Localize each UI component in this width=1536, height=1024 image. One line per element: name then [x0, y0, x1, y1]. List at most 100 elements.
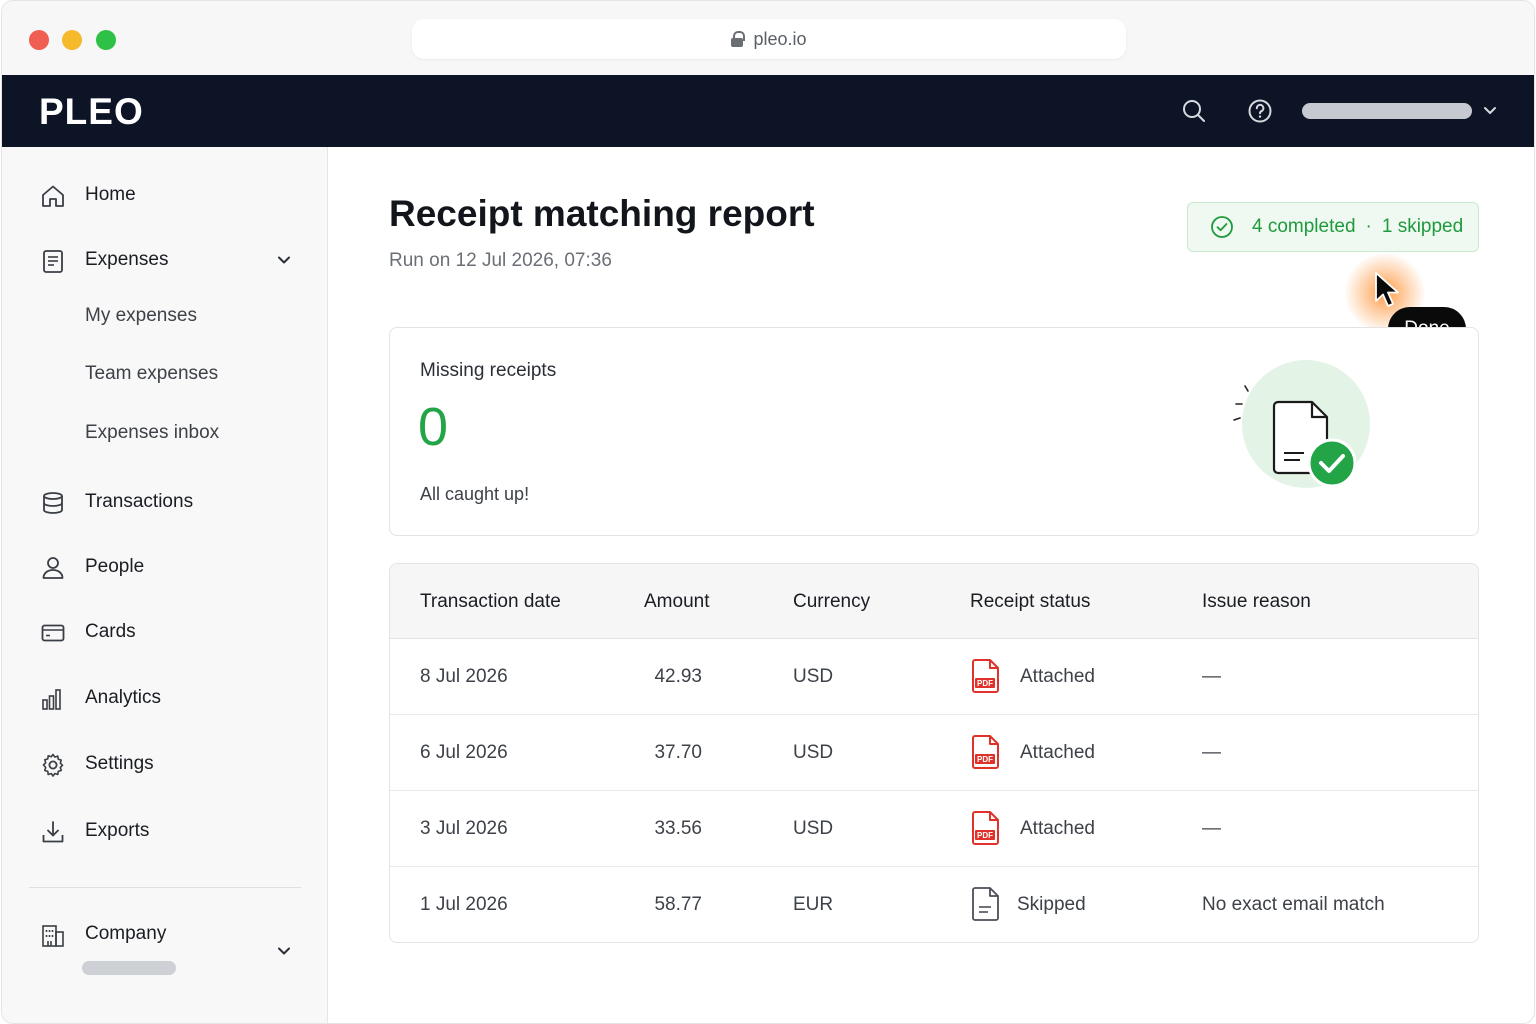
database-icon	[43, 492, 63, 514]
account-menu[interactable]	[1302, 101, 1502, 121]
column-header-amount[interactable]: Amount	[644, 591, 710, 612]
sidebar-item-label: Settings	[85, 753, 154, 774]
completed-count: 4 completed	[1252, 216, 1356, 237]
sidebar: Home Expenses My expenses Team expenses …	[2, 147, 328, 1023]
browser-chrome: pleo.io	[2, 1, 1534, 75]
missing-receipts-caption: All caught up!	[420, 484, 530, 504]
sidebar-item-label: People	[85, 556, 145, 577]
transaction-date: 3 Jul 2026	[420, 818, 508, 839]
receipt-status: Skipped	[1017, 894, 1086, 915]
receipt-status: Attached	[1020, 818, 1095, 839]
sidebar-item-settings[interactable]: Settings	[2, 740, 328, 788]
transaction-amount: 42.93	[654, 666, 702, 687]
missing-receipts-card: Missing receipts 0 All caught up!	[389, 327, 1479, 536]
svg-text:PDF: PDF	[977, 679, 993, 688]
sidebar-item-exports[interactable]: Exports	[2, 807, 328, 855]
company-name-placeholder	[82, 961, 176, 975]
person-icon	[42, 557, 64, 579]
pleo-logo[interactable]: PLEO	[39, 91, 144, 132]
document-icon	[972, 887, 999, 921]
close-window-button[interactable]	[29, 30, 49, 50]
transaction-amount: 37.70	[654, 742, 702, 763]
column-header-currency[interactable]: Currency	[793, 591, 871, 612]
card-icon	[41, 624, 65, 642]
receipt-status: Attached	[1020, 742, 1095, 763]
download-icon	[42, 821, 64, 843]
issue-reason: —	[1202, 666, 1221, 687]
chevron-down-icon	[1484, 107, 1496, 114]
receipt-checked-illustration	[1233, 360, 1370, 488]
search-icon[interactable]	[1180, 97, 1208, 125]
minimize-window-button[interactable]	[62, 30, 82, 50]
column-header-receipt-status[interactable]: Receipt status	[970, 591, 1091, 612]
sidebar-item-label: Transactions	[85, 491, 194, 512]
pdf-icon[interactable]: PDF	[972, 811, 1000, 845]
chevron-down-icon[interactable]	[274, 941, 294, 961]
pdf-icon[interactable]: PDF	[972, 659, 1000, 693]
page-title: Receipt matching report	[389, 193, 815, 234]
missing-receipts-count: 0	[418, 397, 449, 457]
table-row[interactable]: 1 Jul 2026 58.77 EUR Skipped No exact em…	[390, 867, 1478, 942]
sidebar-item-label: My expenses	[85, 305, 197, 326]
pdf-icon[interactable]: PDF	[972, 735, 1000, 769]
sidebar-item-label: Team expenses	[85, 363, 219, 384]
sidebar-item-transactions[interactable]: Transactions	[2, 478, 328, 526]
transaction-date: 1 Jul 2026	[420, 894, 508, 915]
company-label: Company	[85, 923, 167, 944]
company-switcher[interactable]: Company	[2, 911, 328, 991]
building-icon	[42, 925, 64, 947]
sidebar-item-home[interactable]: Home	[2, 171, 328, 219]
top-navigation: PLEO	[2, 75, 1534, 147]
table-row[interactable]: 8 Jul 2026 42.93 USD PDF Attached —	[390, 639, 1478, 715]
sidebar-item-expenses-inbox[interactable]: Expenses inbox	[2, 409, 328, 457]
home-icon	[42, 185, 64, 207]
run-timestamp: Run on 12 Jul 2026, 07:36	[389, 250, 612, 271]
lock-icon	[731, 31, 746, 47]
transactions-table: Transaction date Amount Currency Receipt…	[389, 563, 1479, 943]
mouse-cursor-icon	[1375, 272, 1399, 307]
skipped-count: 1 skipped	[1381, 216, 1464, 237]
sidebar-item-my-expenses[interactable]: My expenses	[2, 292, 328, 340]
status-separator: ·	[1365, 216, 1372, 237]
sidebar-divider	[29, 887, 301, 888]
sidebar-item-people[interactable]: People	[2, 543, 328, 591]
column-header-date[interactable]: Transaction date	[420, 591, 561, 612]
sidebar-item-label: Expenses	[85, 249, 169, 270]
transaction-amount: 58.77	[654, 894, 702, 915]
sidebar-item-team-expenses[interactable]: Team expenses	[2, 350, 328, 398]
chevron-down-icon[interactable]	[274, 250, 294, 270]
maximize-window-button[interactable]	[96, 30, 116, 50]
transaction-date: 6 Jul 2026	[420, 742, 508, 763]
sidebar-item-label: Expenses inbox	[85, 422, 220, 443]
table-header: Transaction date Amount Currency Receipt…	[390, 564, 1478, 639]
address-bar[interactable]: pleo.io	[412, 19, 1126, 59]
issue-reason: No exact email match	[1202, 894, 1385, 915]
sidebar-item-label: Analytics	[85, 687, 162, 708]
transaction-amount: 33.56	[654, 818, 702, 839]
table-row[interactable]: 3 Jul 2026 33.56 USD PDF Attached —	[390, 791, 1478, 867]
help-icon[interactable]	[1246, 97, 1274, 125]
sidebar-item-analytics[interactable]: Analytics	[2, 674, 328, 722]
sidebar-item-label: Exports	[85, 820, 150, 841]
status-badge: 4 completed · 1 skipped	[1187, 202, 1479, 252]
receipt-status: Attached	[1020, 666, 1095, 687]
bar-chart-icon	[42, 689, 61, 710]
transaction-currency: EUR	[793, 894, 834, 915]
column-header-issue-reason[interactable]: Issue reason	[1202, 591, 1311, 612]
transaction-date: 8 Jul 2026	[420, 666, 508, 687]
receipt-icon	[43, 250, 63, 273]
table-row[interactable]: 6 Jul 2026 37.70 USD PDF Attached —	[390, 715, 1478, 791]
account-name-placeholder	[1302, 103, 1472, 119]
main-content: Receipt matching report Run on 12 Jul 20…	[329, 147, 1534, 1023]
check-circle-icon	[1211, 216, 1233, 238]
missing-receipts-label: Missing receipts	[420, 360, 557, 381]
sidebar-item-expenses[interactable]: Expenses	[2, 236, 328, 284]
sidebar-item-label: Home	[85, 184, 136, 205]
gear-icon	[42, 753, 64, 777]
transaction-currency: USD	[793, 666, 834, 687]
transaction-currency: USD	[793, 742, 834, 763]
issue-reason: —	[1202, 742, 1221, 763]
sidebar-item-cards[interactable]: Cards	[2, 608, 328, 656]
issue-reason: —	[1202, 818, 1221, 839]
